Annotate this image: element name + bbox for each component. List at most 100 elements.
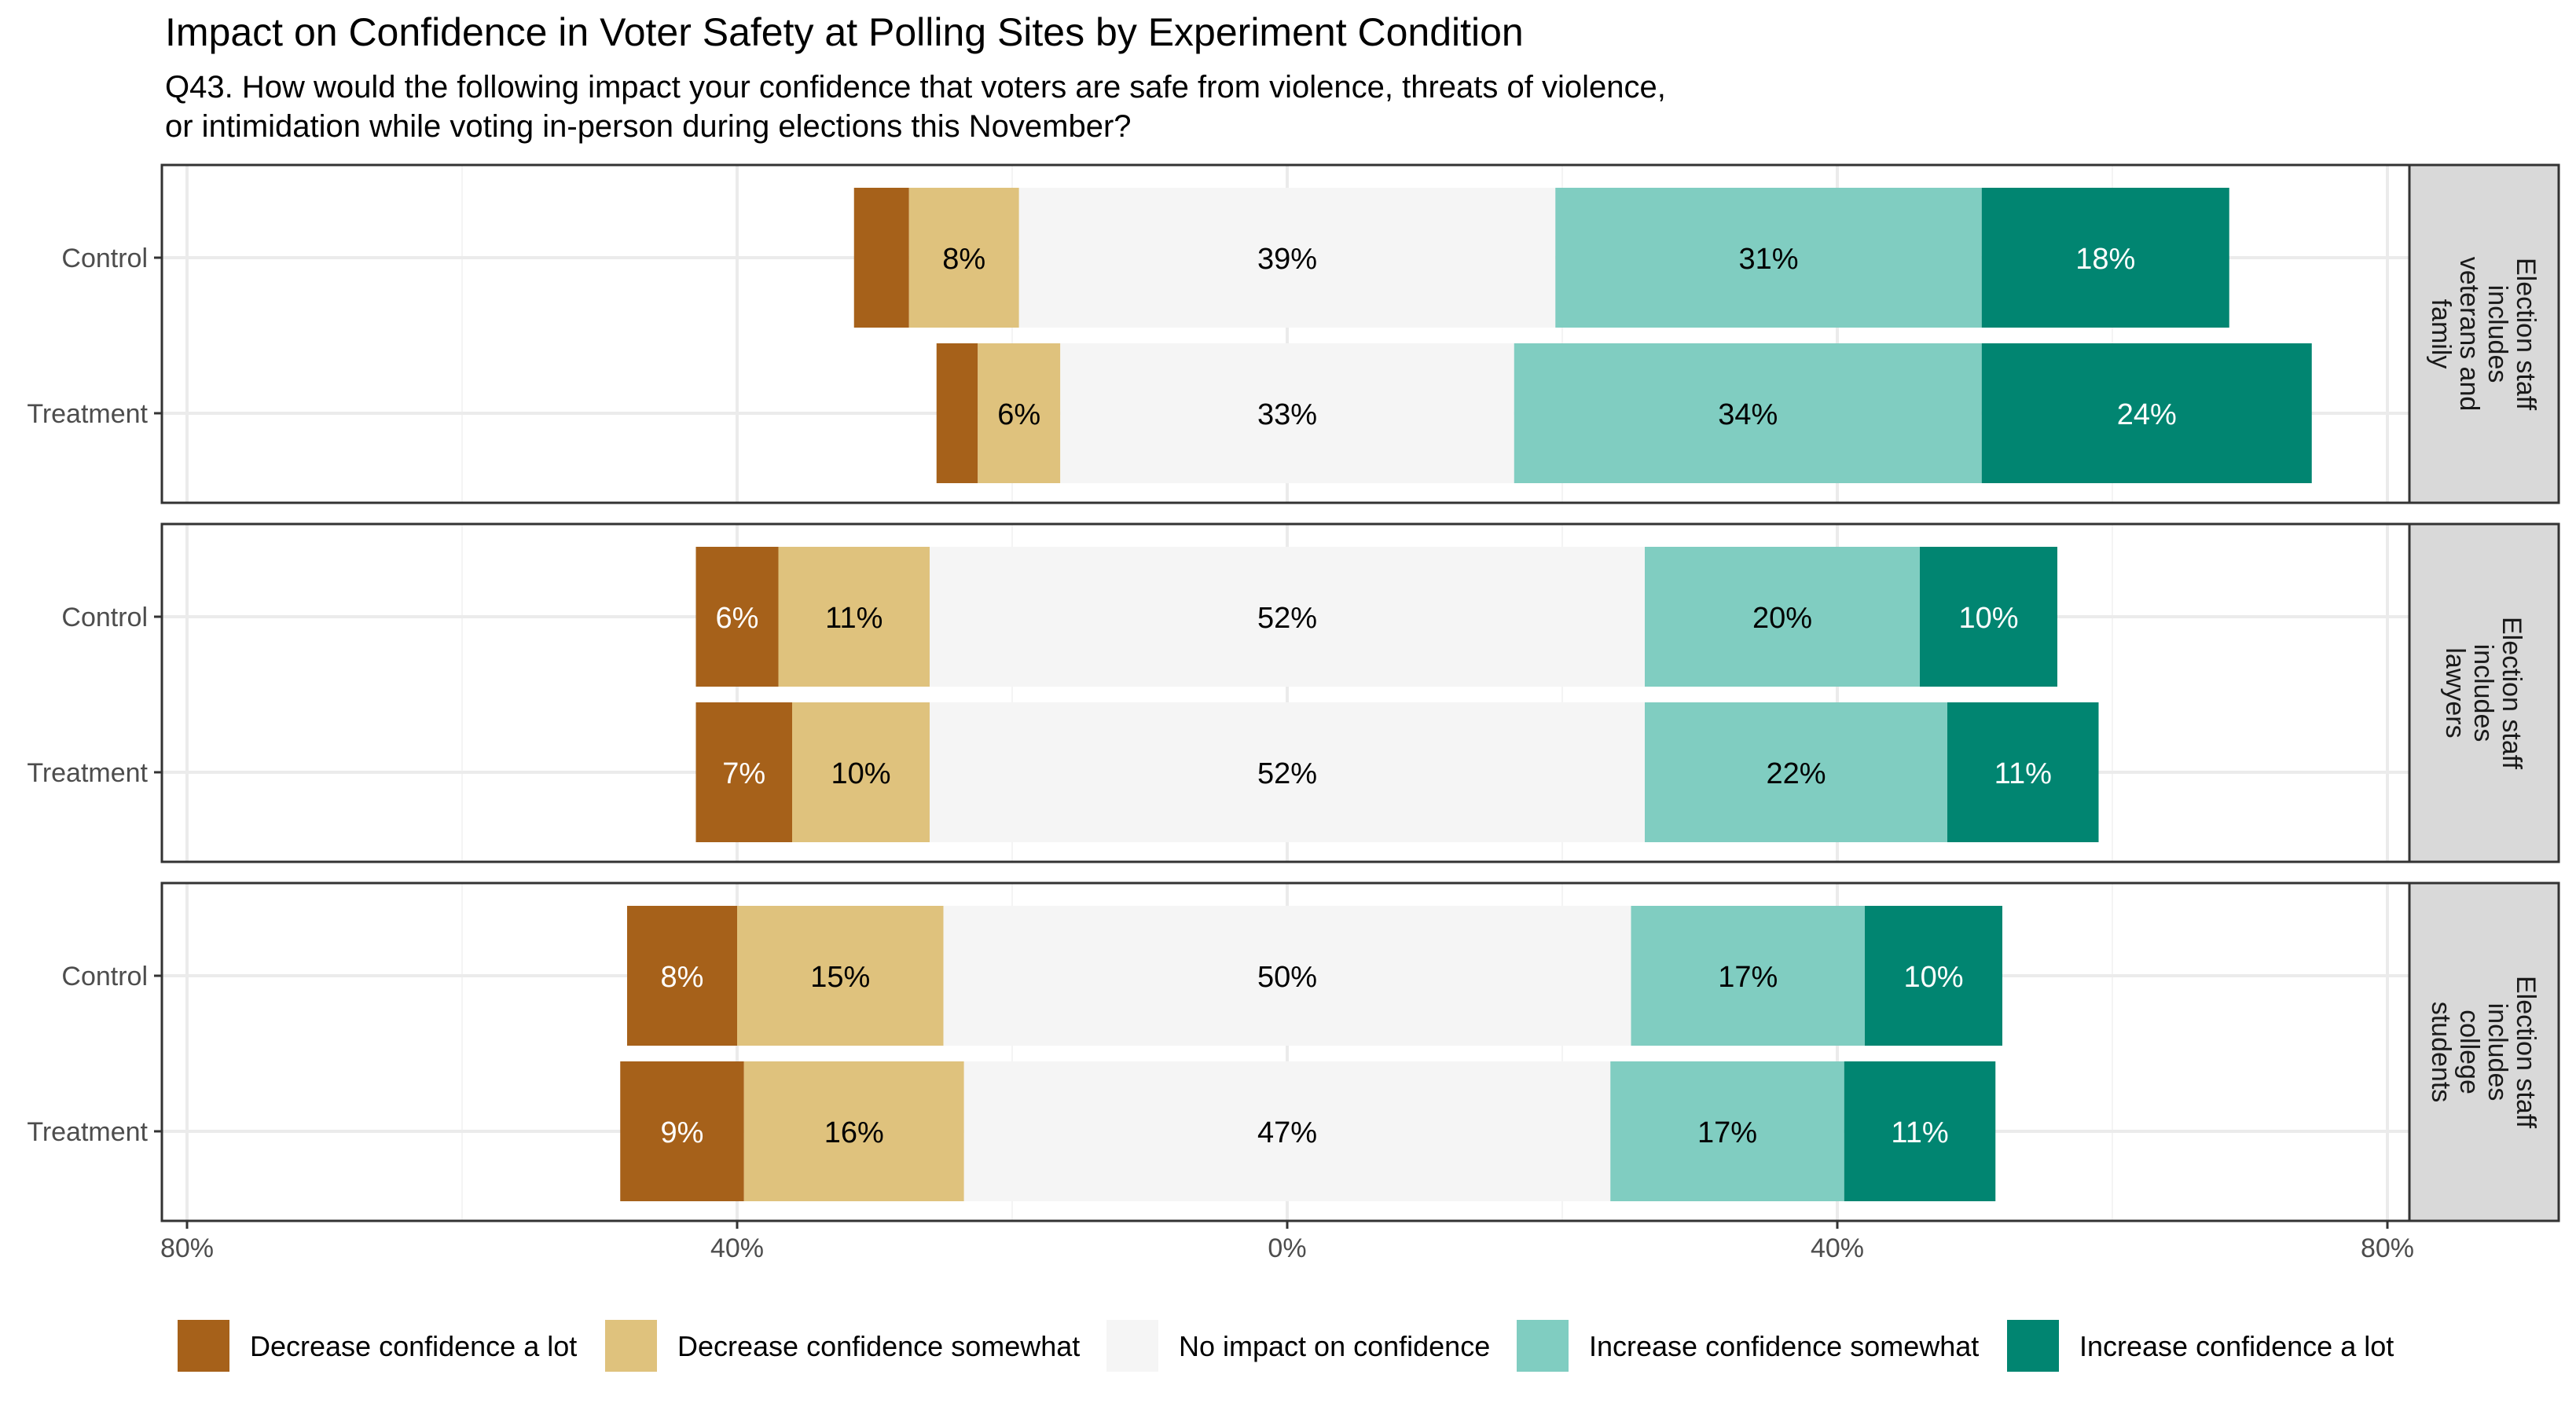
bar-segment	[978, 343, 1061, 483]
bar-segment	[792, 702, 930, 842]
bar-segment	[1645, 702, 1947, 842]
bar-segment	[1060, 343, 1514, 483]
data-label: 24%	[2117, 398, 2177, 431]
facet-strip-label-line: Election staff	[2511, 258, 2541, 411]
data-label: 17%	[1718, 961, 1778, 994]
y-tick-label: Treatment	[27, 1117, 148, 1147]
bar-segment	[853, 188, 909, 328]
data-label: 31%	[1738, 243, 1798, 276]
data-label: 6%	[716, 602, 759, 635]
data-label: 20%	[1752, 602, 1812, 635]
facet-strip-label-line: includes	[2482, 285, 2512, 383]
bar-segment	[1947, 702, 2099, 842]
y-tick-label: Treatment	[27, 399, 148, 429]
data-label: 47%	[1257, 1116, 1317, 1149]
data-label: 50%	[1257, 961, 1317, 994]
data-label: 11%	[1891, 1116, 1948, 1149]
facet-strip	[2408, 881, 2560, 1222]
legend-label: Increase confidence a lot	[2079, 1330, 2394, 1362]
facet-strip-label-line: includes	[2482, 1003, 2512, 1101]
data-label: 7%	[722, 757, 765, 790]
legend-key	[1106, 1320, 1158, 1372]
panel-1: 8% 39% 31% 18% Control 6% 33% 34% 24% Treatment El…	[27, 163, 2560, 504]
data-label: 52%	[1257, 602, 1317, 635]
facet-strip-label: Election staffincludesveterans andfamily	[2426, 257, 2541, 412]
data-label: 8%	[942, 243, 985, 276]
legend-key	[178, 1320, 229, 1372]
bar-segment	[936, 343, 978, 483]
legend-key	[2007, 1320, 2059, 1372]
data-label: 6%	[997, 398, 1040, 431]
y-tick-label: Control	[61, 962, 148, 991]
chart-title: Impact on Confidence in Voter Safety at …	[165, 10, 1524, 54]
facet-strip-label: Election staffincludescollegestudents	[2426, 976, 2541, 1129]
data-label: 11%	[825, 602, 883, 635]
bar-segment	[1018, 188, 1556, 328]
bar-segment	[743, 1061, 964, 1201]
bar-segment	[1514, 343, 1982, 483]
bar-segment	[1920, 547, 2057, 687]
legend-item: Decrease confidence a lot	[178, 1320, 577, 1372]
legend-label: Increase confidence somewhat	[1589, 1330, 1979, 1362]
data-label: 33%	[1257, 398, 1317, 431]
legend-item: No impact on confidence	[1106, 1320, 1490, 1372]
bar-segment	[1631, 906, 1865, 1046]
facet-strip-label-line: family	[2426, 299, 2456, 369]
data-label: 8%	[661, 961, 704, 994]
bar-segment	[1610, 1061, 1844, 1201]
data-label: 10%	[1958, 602, 2018, 635]
bar-segment	[1981, 188, 2229, 328]
legend-label: Decrease confidence somewhat	[677, 1330, 1080, 1362]
bar-segment	[930, 702, 1645, 842]
bar-segment	[943, 906, 1631, 1046]
chart-subtitle: Q43. How would the following impact your…	[165, 70, 1666, 144]
data-label: 34%	[1718, 398, 1778, 431]
bar-segment	[695, 702, 792, 842]
y-tick-label: Treatment	[27, 758, 148, 788]
facet-strip	[2408, 522, 2560, 863]
legend-label: Decrease confidence a lot	[250, 1330, 577, 1362]
bar-segment	[1555, 188, 1982, 328]
facet-strip-label-line: Election staff	[2497, 617, 2526, 770]
data-label: 17%	[1697, 1116, 1757, 1149]
facet-strip-label: Election staffincludeslawyers	[2440, 617, 2526, 770]
data-label: 11%	[1994, 757, 2052, 790]
bar-segment	[1865, 906, 2002, 1046]
bar-segment	[1981, 343, 2312, 483]
legend-item: Decrease confidence somewhat	[605, 1320, 1080, 1372]
bar-segment	[963, 1061, 1611, 1201]
facet-strip-label-line: college	[2454, 1010, 2484, 1094]
x-tick-label: 80%	[160, 1233, 214, 1263]
x-tick-label: 80%	[2361, 1233, 2414, 1263]
x-tick-label: 0%	[1268, 1233, 1306, 1263]
x-tick-label: 40%	[710, 1233, 764, 1263]
legend-label: No impact on confidence	[1179, 1330, 1490, 1362]
facet-strip-label-line: lawyers	[2440, 647, 2470, 738]
y-tick-label: Control	[61, 244, 148, 273]
legend-key	[1517, 1320, 1569, 1372]
data-label: 15%	[810, 961, 870, 994]
bar-segment	[737, 906, 944, 1046]
legend-item: Increase confidence a lot	[2007, 1320, 2394, 1372]
panel-3: 8% 15% 50% 17% 10% Control 9% 16% 47% 17% 11% Treat…	[27, 881, 2560, 1222]
data-label: 9%	[661, 1116, 704, 1149]
data-label: 39%	[1257, 243, 1317, 276]
legend-item: Increase confidence somewhat	[1517, 1320, 1979, 1372]
data-label: 10%	[1903, 961, 1963, 994]
bar-segment	[930, 547, 1645, 687]
data-label: 52%	[1257, 757, 1317, 790]
bar-segment	[778, 547, 930, 687]
legend-key	[605, 1320, 657, 1372]
panel-2: 6% 11% 52% 20% 10% Control 7% 10% 52% 22% 11% Treat…	[27, 522, 2560, 863]
bar-segment	[620, 1061, 744, 1201]
facet-strip-label-line: veterans and	[2454, 257, 2484, 412]
facet-strip	[2408, 163, 2560, 504]
bar-segment	[627, 906, 737, 1046]
y-tick-label: Control	[61, 603, 148, 632]
data-label: 18%	[2075, 243, 2135, 276]
data-label: 10%	[831, 757, 890, 790]
data-label: 22%	[1766, 757, 1826, 790]
data-label: 16%	[824, 1116, 884, 1149]
x-tick-label: 40%	[1811, 1233, 1864, 1263]
